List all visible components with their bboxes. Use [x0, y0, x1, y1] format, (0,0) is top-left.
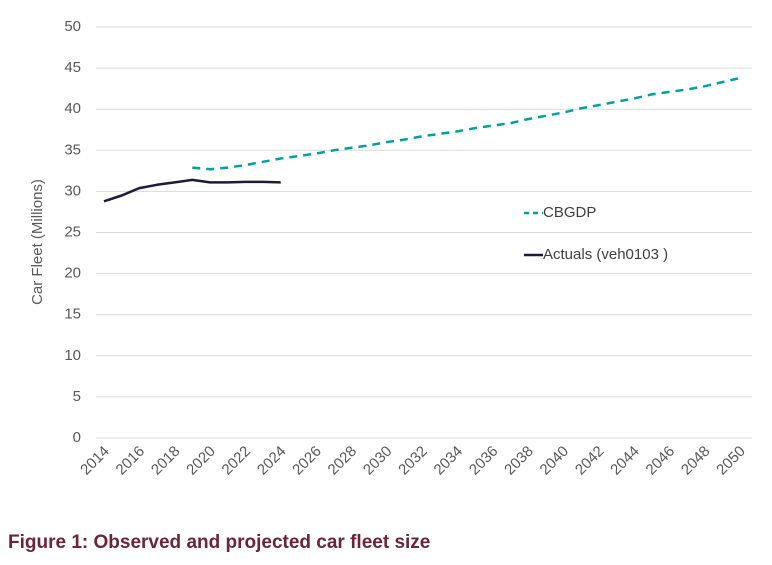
y-axis-ticks: 0 5 10 15 20 25 30 35 40 45 50	[64, 18, 81, 446]
x-tick-label: 2048	[678, 443, 714, 479]
x-tick-label: 2014	[77, 443, 113, 479]
legend: CBGDP Actuals (veh0103 )	[524, 204, 668, 263]
x-tick-label: 2024	[254, 443, 290, 479]
y-tick-label: 15	[64, 306, 81, 323]
y-tick-label: 45	[64, 59, 81, 76]
y-tick-label: 40	[64, 100, 81, 117]
x-tick-label: 2046	[643, 443, 679, 479]
x-tick-label: 2032	[395, 443, 431, 479]
y-tick-label: 5	[73, 388, 81, 405]
y-tick-label: 30	[64, 182, 81, 199]
series-line-cbgdp	[192, 76, 741, 171]
x-tick-label: 2018	[148, 443, 184, 479]
series-line-actuals	[103, 178, 281, 203]
x-tick-label: 2028	[325, 443, 361, 479]
y-tick-label: 10	[64, 347, 81, 364]
x-tick-label: 2040	[537, 443, 573, 479]
legend-item-cbgdp: CBGDP	[524, 204, 596, 221]
legend-label-cbgdp: CBGDP	[543, 204, 596, 221]
x-tick-label: 2034	[431, 443, 467, 479]
x-tick-label: 2022	[219, 443, 255, 479]
y-tick-label: 35	[64, 141, 81, 158]
x-tick-label: 2020	[183, 443, 219, 479]
y-tick-label: 20	[64, 265, 81, 282]
x-tick-label: 2036	[466, 443, 502, 479]
x-tick-label: 2038	[501, 443, 537, 479]
y-tick-label: 25	[64, 223, 81, 240]
x-tick-label: 2016	[113, 443, 149, 479]
y-tick-label: 0	[73, 429, 81, 446]
x-axis-ticks: 2014 2016 2018 2020 2022 2024 2026 2028 2030 2032…	[77, 443, 749, 479]
x-tick-label: 2030	[360, 443, 396, 479]
y-axis-title: Car Fleet (Millions)	[29, 179, 46, 305]
legend-label-actuals: Actuals (veh0103 )	[543, 246, 668, 263]
series-lines	[103, 76, 741, 203]
legend-item-actuals: Actuals (veh0103 )	[524, 246, 668, 263]
gridlines	[96, 26, 752, 439]
x-tick-label: 2042	[572, 443, 608, 479]
y-tick-label: 50	[64, 18, 81, 35]
x-tick-label: 2050	[713, 443, 749, 479]
figure-caption: Figure 1: Observed and projected car fle…	[8, 532, 431, 553]
x-tick-label: 2044	[607, 443, 643, 479]
x-tick-label: 2026	[289, 443, 325, 479]
